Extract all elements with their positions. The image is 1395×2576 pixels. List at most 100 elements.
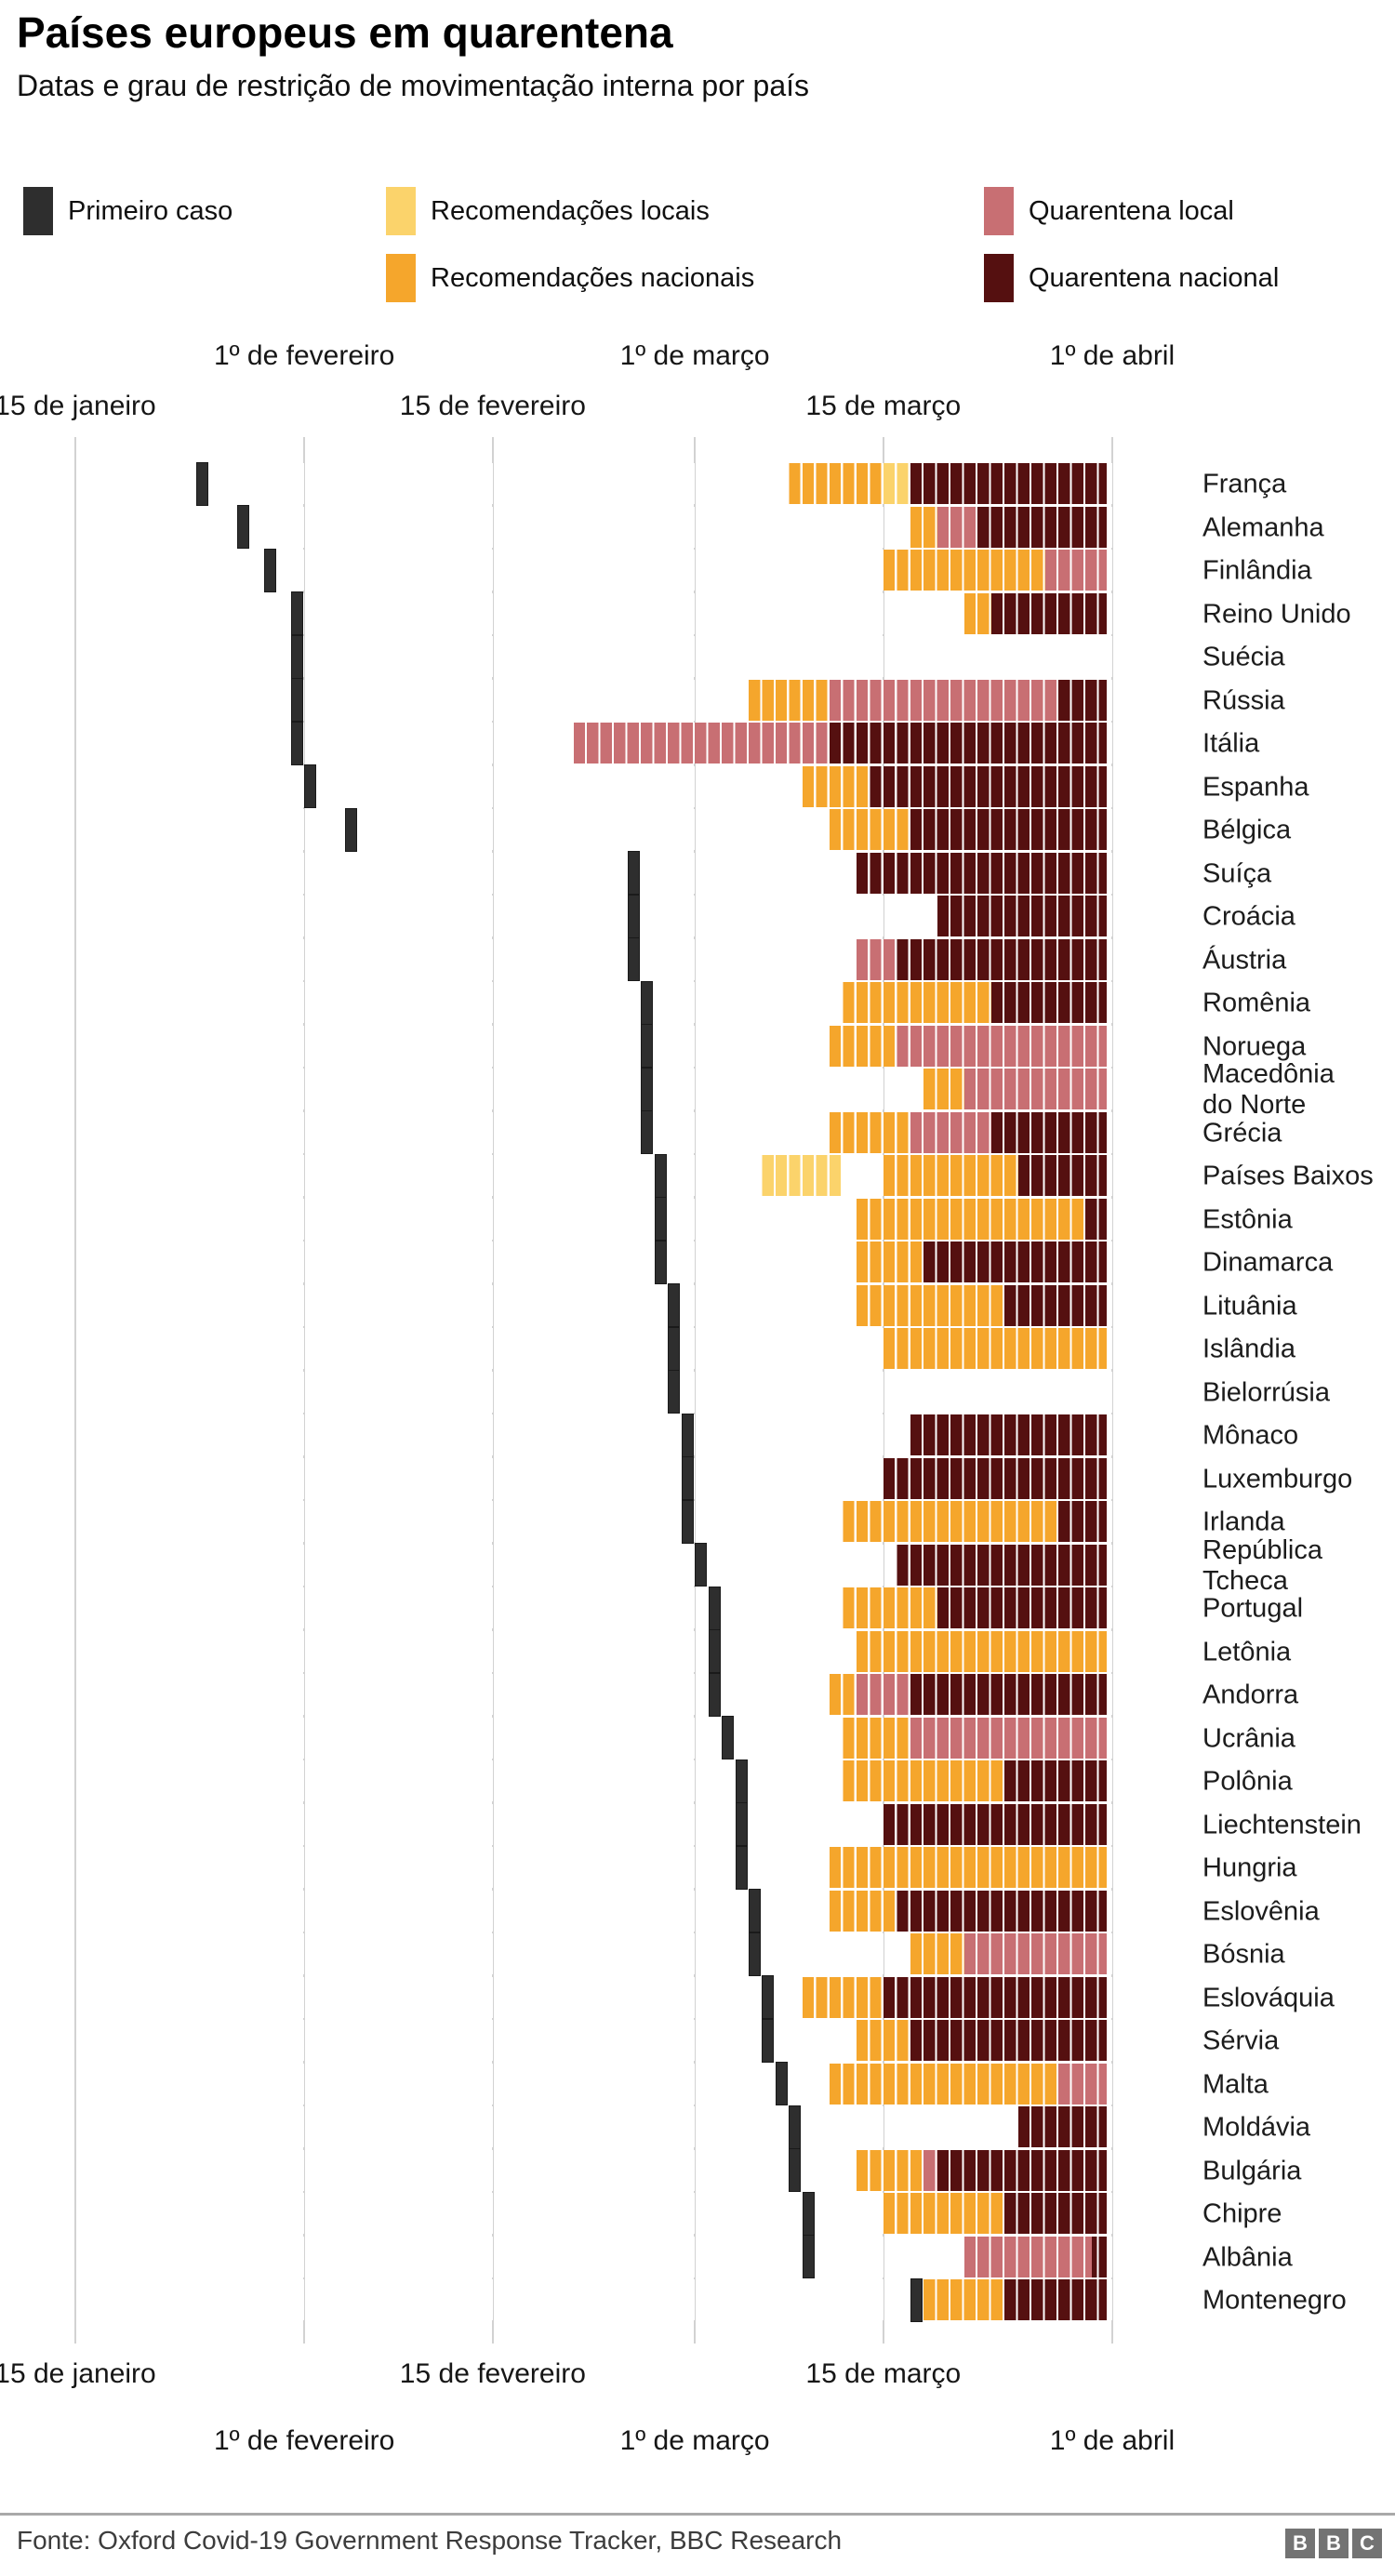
first-case-tick: [910, 2277, 923, 2322]
axis-label-bottom: 15 de fevereiro: [399, 2358, 586, 2389]
day-cell-separators: [75, 1760, 1112, 1801]
day-cell-separators: [75, 1155, 1112, 1196]
first-case-tick: [802, 2235, 815, 2278]
first-case-tick: [641, 1024, 654, 1068]
country-label-line: Espanha: [1202, 772, 1309, 802]
country-label: Montenegro: [1202, 2286, 1347, 2317]
day-cell-separators: [75, 1976, 1112, 2018]
country-label-line: Portugal: [1202, 1593, 1304, 1624]
country-label: Liechtenstein: [1202, 1810, 1362, 1840]
country-label: Albânia: [1202, 2242, 1293, 2273]
country-label-line: Bélgica: [1202, 815, 1292, 845]
first-case-tick: [627, 894, 640, 938]
country-label-line: Albânia: [1202, 2242, 1293, 2272]
local-recommendations-swatch: [386, 187, 416, 235]
axis-label-top: 15 de fevereiro: [399, 391, 586, 421]
day-cell-separators: [75, 1025, 1112, 1067]
axis-label-bottom: 15 de março: [805, 2358, 962, 2389]
first-case-tick: [681, 1499, 694, 1544]
day-cell-separators: [75, 2106, 1112, 2147]
country-label: Suécia: [1202, 643, 1285, 673]
day-cell-separators: [75, 2149, 1112, 2191]
day-cell-separators: [75, 1414, 1112, 1455]
country-label-line: Itália: [1202, 728, 1260, 759]
country-label-line: Andorra: [1202, 1680, 1299, 1710]
country-label: Islândia: [1202, 1334, 1295, 1365]
country-label-line: Bósnia: [1202, 1939, 1285, 1970]
country-label-line: Moldávia: [1202, 2112, 1311, 2143]
axis-label-bottom: 15 de janeiro: [0, 2358, 156, 2389]
day-cell-separators: [75, 2063, 1112, 2105]
country-label-line: Estônia: [1202, 1204, 1293, 1234]
country-label: Irlanda: [1202, 1507, 1285, 1538]
country-label: Espanha: [1202, 772, 1309, 803]
country-label-line: Croácia: [1202, 901, 1295, 932]
source-note: Fonte: Oxford Covid-19 Government Respon…: [17, 2526, 843, 2555]
day-cell-separators: [75, 896, 1112, 936]
axis-label-top: 1º de abril: [1049, 340, 1176, 371]
legend-label: Recomendações nacionais: [431, 263, 755, 293]
country-label-line: Alemanha: [1202, 512, 1324, 542]
day-cell-separators: [75, 1847, 1112, 1888]
day-cell-separators: [75, 982, 1112, 1023]
country-label-line: Luxemburgo: [1202, 1464, 1353, 1494]
day-cell-separators: [75, 1328, 1112, 1369]
day-cell-separators: [75, 1111, 1112, 1153]
first-case-tick: [627, 937, 640, 981]
country-label: França: [1202, 470, 1286, 500]
country-label-line: Romênia: [1202, 988, 1311, 1018]
page-title: Países europeus em quarentena: [17, 8, 673, 57]
bbc-logo-letter: B: [1319, 2529, 1348, 2558]
country-label-line: Bielorrúsia: [1202, 1377, 1330, 1407]
first-case-tick: [775, 2062, 788, 2105]
country-label: Suíça: [1202, 858, 1271, 889]
day-cell-separators: [75, 1630, 1112, 1672]
day-cell-separators: [75, 1371, 1112, 1413]
first-case-tick: [641, 1067, 654, 1111]
day-cell-separators: [75, 2193, 1112, 2234]
country-label-line: Reino Unido: [1202, 599, 1351, 629]
country-label: Macedônia do Norte: [1202, 1059, 1335, 1121]
country-label-line: Bulgária: [1202, 2156, 1302, 2185]
country-label-line: Irlanda: [1202, 1507, 1285, 1537]
first-case-tick: [762, 1975, 775, 2019]
day-cell-separators: [75, 550, 1112, 591]
first-case-tick: [749, 1932, 761, 1976]
day-cell-separators: [75, 809, 1112, 850]
country-label: Dinamarca: [1202, 1248, 1333, 1279]
day-cell-separators: [75, 2020, 1112, 2061]
country-label-line: Lituânia: [1202, 1291, 1297, 1321]
country-label: Grécia: [1202, 1118, 1282, 1149]
first-case-tick: [681, 1456, 694, 1500]
country-label: Eslovênia: [1202, 1896, 1320, 1927]
day-cell-separators: [75, 2236, 1112, 2277]
day-cell-separators: [75, 1587, 1112, 1628]
page-subtitle: Datas e grau de restrição de movimentaçã…: [17, 69, 810, 102]
day-cell-separators: [75, 1457, 1112, 1499]
country-label: Mônaco: [1202, 1421, 1298, 1452]
country-label-line: França: [1202, 469, 1287, 499]
first-case-tick: [802, 2191, 815, 2236]
country-label-line: Polônia: [1202, 1766, 1293, 1797]
country-label: Estônia: [1202, 1204, 1293, 1235]
country-label: Alemanha: [1202, 512, 1324, 543]
first-case-tick: [668, 1370, 681, 1414]
country-label-line: Islândia: [1202, 1334, 1295, 1364]
axis-label-top: 1º de março: [619, 340, 770, 371]
legend-label: Primeiro caso: [68, 196, 233, 226]
country-label: Sérvia: [1202, 2026, 1279, 2057]
first-case-tick: [762, 2018, 775, 2063]
day-cell-separators: [75, 723, 1112, 764]
country-label-line: Finlândia: [1202, 555, 1312, 586]
country-label: Portugal: [1202, 1594, 1303, 1625]
first-case-tick: [735, 1759, 748, 1803]
country-label: Luxemburgo: [1202, 1464, 1352, 1494]
day-cell-separators: [75, 463, 1112, 504]
country-label-line: Suíça: [1202, 858, 1272, 888]
axis-label-top: 15 de março: [805, 391, 962, 421]
first-case-tick: [236, 505, 249, 549]
country-label: Letônia: [1202, 1637, 1291, 1667]
country-label-line: Noruega: [1202, 1031, 1307, 1061]
country-label-line: República: [1202, 1534, 1322, 1565]
